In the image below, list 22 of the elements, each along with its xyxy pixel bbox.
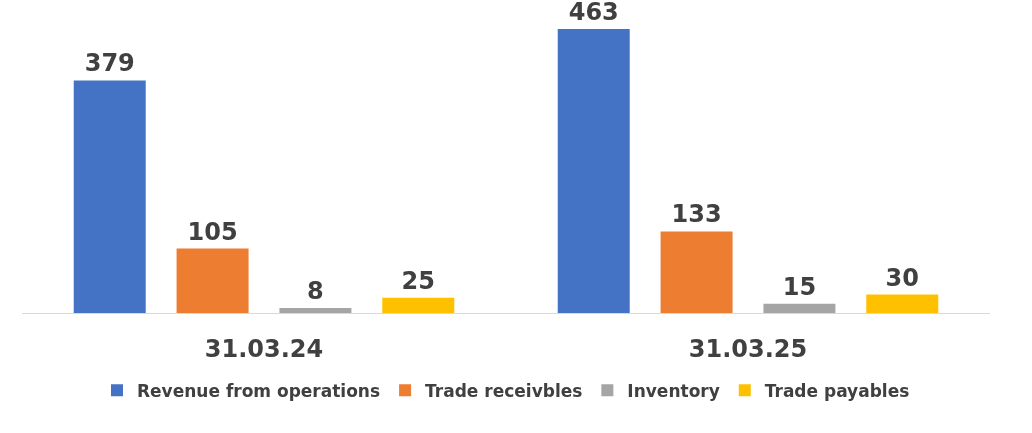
legend-label: Trade payables — [764, 380, 910, 401]
legend-label: Revenue from operations — [137, 380, 381, 401]
data-label: 15 — [782, 272, 817, 301]
x-tick-label: 31.03.25 — [688, 334, 808, 363]
data-label: 133 — [671, 200, 722, 229]
bar — [382, 297, 455, 313]
legend-label: Inventory — [627, 380, 720, 401]
data-label: 105 — [187, 217, 238, 246]
data-label: 463 — [568, 0, 619, 26]
data-label: 30 — [885, 263, 919, 292]
legend-label: Trade receivbles — [425, 380, 583, 401]
data-label: 25 — [401, 266, 435, 295]
bar — [279, 308, 352, 313]
bar — [866, 294, 939, 313]
bar — [73, 80, 146, 313]
x-tick-label: 31.03.24 — [204, 334, 324, 363]
bar — [660, 231, 733, 313]
bar — [557, 28, 630, 313]
bar — [763, 303, 836, 313]
data-label: 8 — [307, 277, 324, 306]
bar — [176, 248, 249, 313]
data-label: 379 — [84, 49, 135, 78]
